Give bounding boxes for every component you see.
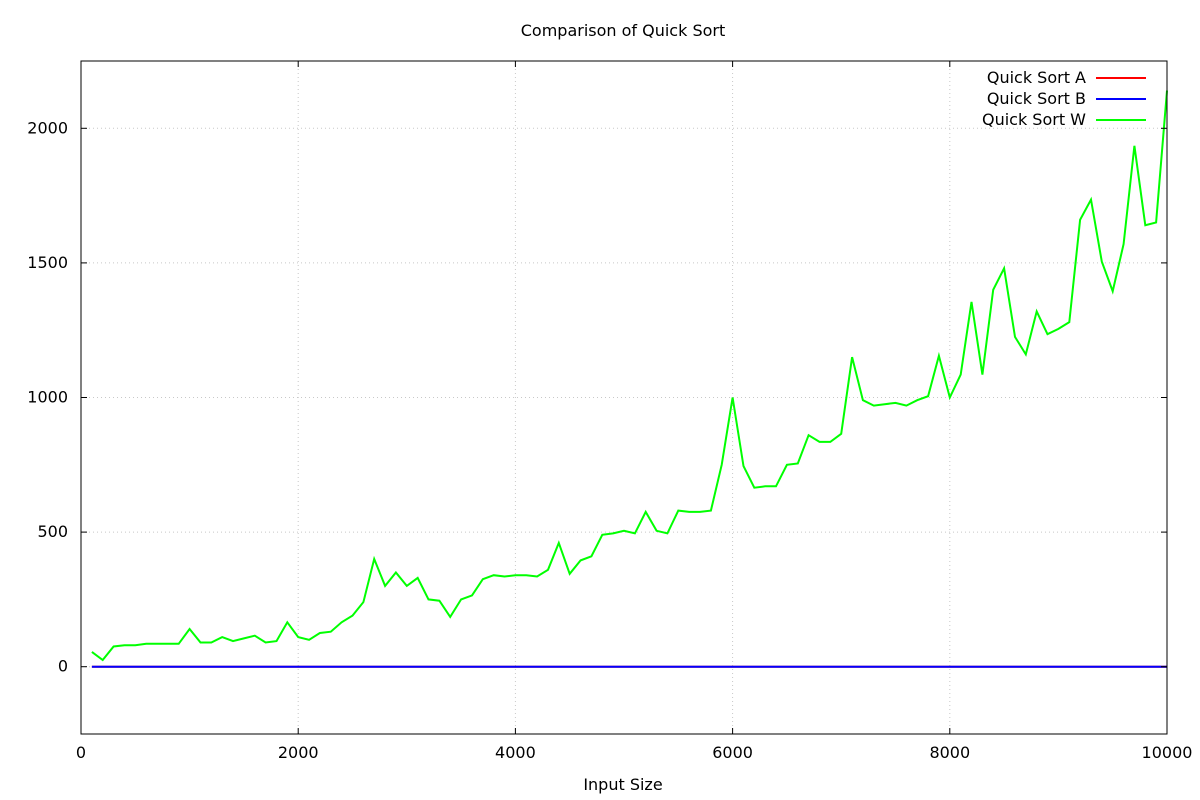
x-tick-label: 4000 (495, 743, 536, 762)
x-tick-label: 8000 (929, 743, 970, 762)
x-tick-label: 6000 (712, 743, 753, 762)
legend-label: Quick Sort B (987, 89, 1086, 108)
y-tick-label: 500 (37, 522, 68, 541)
x-tick-label: 0 (76, 743, 86, 762)
y-tick-label: 0 (58, 657, 68, 676)
legend-label: Quick Sort W (982, 110, 1086, 129)
y-tick-label: 1000 (27, 388, 68, 407)
x-tick-label: 2000 (278, 743, 319, 762)
x-axis-label: Input Size (583, 775, 662, 794)
legend-label: Quick Sort A (987, 68, 1086, 87)
x-tick-label: 10000 (1142, 743, 1193, 762)
series-lines (91, 90, 1168, 668)
y-tick-label: 1500 (27, 253, 68, 272)
chart-title: Comparison of Quick Sort (521, 21, 726, 40)
plot-frame (80, 60, 1168, 735)
axis-ticks: 0 2000 4000 6000 8000 10000 0 500 1000 1500 2000 (27, 61, 1192, 762)
legend: Quick Sort A Quick Sort B Quick Sort W (982, 68, 1146, 129)
series-line-quick-sort-w (91, 90, 1168, 662)
y-tick-label: 2000 (27, 118, 68, 137)
grid (81, 61, 1167, 734)
